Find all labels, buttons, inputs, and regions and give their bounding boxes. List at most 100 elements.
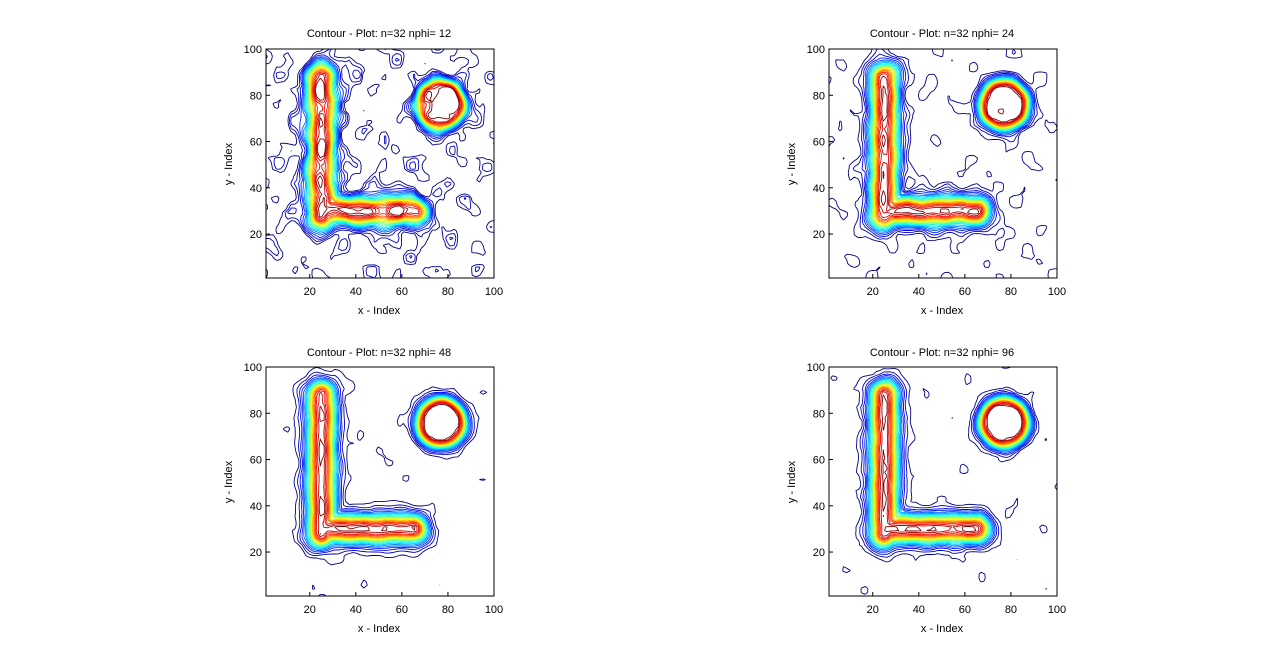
contour-level-1	[859, 371, 1038, 558]
contour-level-15	[876, 387, 1026, 541]
x-tick-label: 40	[350, 286, 362, 298]
contour-level-11	[872, 383, 1029, 545]
contour-level-9	[306, 63, 467, 229]
contour-level-18	[878, 75, 1024, 217]
contour-level-15	[876, 70, 1026, 222]
subplot-2: Contour - Plot: n=32 nphi= 24 20 40 60 80 10…	[786, 28, 1066, 317]
contour-level-8	[870, 381, 1031, 547]
subplot-1-xlabel: x - Index	[358, 305, 401, 317]
y-tick-label: 100	[244, 44, 262, 56]
contour-level-5	[866, 60, 1033, 233]
contour-level-11	[308, 65, 466, 227]
subplot-1-contours	[266, 49, 494, 278]
subplot-3-ylabel: y - Index	[223, 460, 235, 503]
contour-level-12	[873, 67, 1028, 225]
contour-level-1	[296, 371, 475, 557]
contour-level-8	[869, 64, 1031, 229]
contour-level-16	[314, 388, 462, 540]
subplot-1-ylabel: y - Index	[223, 142, 235, 185]
subplot-4: Contour - Plot: n=32 nphi= 96 20 40 60 80 10…	[786, 347, 1066, 635]
contour-level-7	[306, 380, 468, 548]
contour-level-19	[880, 85, 1023, 215]
x-tick-label: 20	[867, 604, 879, 616]
subplot-4-xlabel: x - Index	[921, 623, 964, 635]
contour-level-15	[313, 387, 463, 541]
contour-level-13	[874, 68, 1027, 224]
subplot-1-axes-frame	[265, 48, 495, 279]
contour-level-18	[879, 391, 1024, 537]
subplot-4-axes-frame	[828, 366, 1058, 597]
contour-level-11	[310, 384, 465, 545]
x-tick-label: 100	[1048, 604, 1066, 616]
contour-level-7	[869, 379, 1031, 548]
contour-level-8	[305, 62, 468, 230]
subplot-2-ylabel: y - Index	[786, 142, 798, 185]
contour-level-17	[315, 390, 462, 539]
x-tick-label: 20	[304, 604, 316, 616]
subplot-3-ticks: 20 40 60 80 100 20 40 60 80 100	[244, 362, 504, 616]
subplot-4-ticks: 20 40 60 80 100 20 40 60 80 100	[807, 362, 1067, 616]
x-tick-label: 40	[913, 286, 925, 298]
x-tick-label: 100	[485, 286, 503, 298]
subplot-3-title: Contour - Plot: n=32 nphi= 48	[307, 347, 451, 359]
subplot-2-axes-frame	[828, 48, 1058, 279]
subplot-3-contours	[282, 367, 488, 596]
contour-level-17	[878, 389, 1025, 539]
contour-level-1	[266, 49, 494, 278]
subplot-1: Contour - Plot: n=32 nphi= 12 20 40 60 80 10…	[223, 28, 503, 317]
contour-level-14	[312, 386, 464, 542]
contour-level-15	[311, 70, 463, 223]
contour-level-9	[871, 382, 1030, 546]
contour-level-16	[312, 71, 463, 222]
contour-level-10	[872, 382, 1029, 546]
contour-level-9	[870, 65, 1030, 228]
contour-level-10	[309, 383, 466, 546]
y-tick-label: 40	[813, 183, 825, 195]
x-tick-label: 40	[350, 604, 362, 616]
x-tick-label: 60	[396, 286, 408, 298]
x-tick-label: 20	[867, 286, 879, 298]
contour-level-2	[862, 373, 1036, 555]
contour-level-18	[314, 73, 461, 220]
subplot-1-ticks: 20 40 60 80 100 20 40 60 80 100	[244, 44, 504, 298]
contour-level-19	[315, 77, 460, 218]
y-tick-label: 100	[244, 362, 262, 374]
subplot-4-title: Contour - Plot: n=32 nphi= 96	[870, 347, 1014, 359]
contour-level-7	[868, 63, 1031, 230]
contour-level-0	[282, 367, 488, 596]
contour-level-19	[318, 403, 460, 535]
contour-level-12	[309, 66, 465, 226]
contour-level-0	[829, 49, 1057, 278]
contour-level-17	[313, 72, 462, 221]
subplot-4-ylabel: y - Index	[786, 460, 798, 503]
contour-level-18	[317, 391, 461, 538]
y-tick-label: 40	[250, 183, 262, 195]
contour-level-7	[304, 61, 468, 231]
subplot-2-ticks: 20 40 60 80 100 20 40 60 80 100	[807, 44, 1067, 298]
y-tick-label: 80	[813, 90, 825, 102]
y-tick-label: 20	[813, 547, 825, 559]
subplot-3-axes-frame	[265, 366, 495, 597]
contour-level-3	[301, 376, 472, 553]
subplot-3: Contour - Plot: n=32 nphi= 48 20 40 60 80 10…	[223, 347, 503, 635]
contour-level-10	[307, 64, 467, 228]
y-tick-label: 60	[250, 455, 262, 467]
contour-level-13	[874, 385, 1027, 543]
contour-level-6	[303, 59, 469, 233]
contour-level-1	[852, 49, 1038, 240]
contour-level-4	[301, 57, 471, 236]
contour-level-3	[864, 375, 1035, 553]
x-tick-label: 80	[1005, 604, 1017, 616]
x-tick-label: 80	[442, 604, 454, 616]
y-tick-label: 80	[250, 90, 262, 102]
y-tick-label: 100	[807, 362, 825, 374]
subplot-4-contours	[830, 367, 1057, 595]
x-tick-label: 80	[442, 286, 454, 298]
contour-level-16	[877, 388, 1025, 540]
x-tick-label: 60	[396, 604, 408, 616]
contour-level-3	[299, 56, 473, 239]
contour-level-5	[302, 58, 470, 234]
contour-level-2	[287, 54, 479, 259]
subplot-2-xlabel: x - Index	[921, 305, 964, 317]
x-tick-label: 100	[1048, 286, 1066, 298]
